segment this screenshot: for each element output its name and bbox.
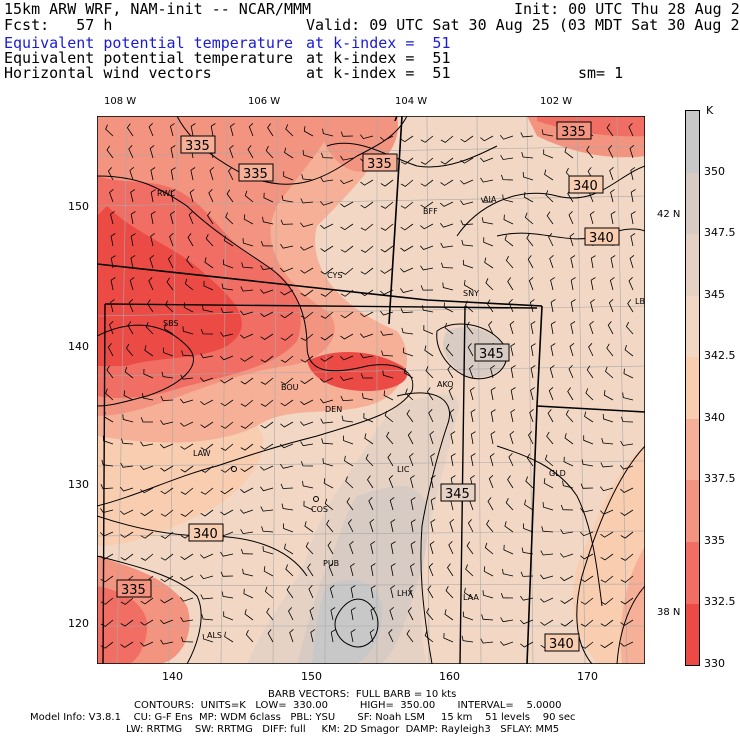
station-label: BOU (281, 383, 299, 392)
colorbar-segment (686, 603, 699, 666)
station-label: SNY (463, 289, 479, 298)
contour-label: 340 (584, 227, 620, 246)
contour-label: 335 (362, 153, 398, 172)
station-label: RWL (157, 189, 175, 198)
x-tick-140: 140 (162, 670, 183, 683)
colorbar-segment (686, 172, 699, 235)
colorbar-label: 342.5 (704, 349, 736, 363)
station-label: PUB (323, 559, 339, 568)
lat-label-40n: 40 N (657, 408, 681, 419)
y-tick-120: 120 (68, 617, 89, 630)
svg-text:340: 340 (193, 527, 218, 542)
lon-label-108w: 108 W (104, 96, 137, 107)
y-tick-130: 130 (68, 478, 89, 491)
station-label: LAW (193, 449, 211, 458)
contour-label: 345 (474, 343, 510, 362)
field-level-1: at k-index = 51 (306, 34, 451, 52)
station-label: CYS (327, 271, 342, 280)
colorbar-segment (686, 418, 699, 481)
station-label: LAA (463, 593, 479, 602)
colorbar-label: 340 (704, 410, 725, 424)
station-label: ALS (207, 631, 222, 640)
y-tick-140: 140 (68, 340, 89, 353)
lon-label-104w: 104 W (395, 96, 428, 107)
contour-label: 345 (440, 483, 476, 502)
svg-text:345: 345 (479, 347, 504, 362)
init-time: Init: 00 UTC Thu 28 Aug 25 (514, 0, 740, 18)
svg-text:335: 335 (561, 125, 586, 140)
map-panel: 335 335 335 335 340 340 345 345 340 335 … (96, 115, 650, 665)
station-label: SBS (163, 319, 179, 328)
colorbar-label: 347.5 (704, 226, 736, 240)
colorbar-segment (686, 357, 699, 419)
station-label: AKO (437, 380, 454, 389)
model-title: 15km ARW WRF, NAM-init -- NCAR/MMM (4, 0, 312, 18)
svg-text:340: 340 (573, 179, 598, 194)
station-label: DEN (325, 405, 342, 414)
colorbar-label: 335 (704, 533, 725, 547)
svg-text:335: 335 (367, 157, 392, 172)
lat-label-38n: 38 N (657, 607, 681, 618)
contour-label: 340 (188, 523, 224, 542)
colorbar-label: 345 (704, 287, 725, 301)
svg-text:335: 335 (185, 139, 210, 154)
contour-label: 335 (238, 163, 274, 182)
svg-text:335: 335 (243, 167, 268, 182)
station-labels: RWL BFF AIA CYS SNY LBF SBS BOU AKO DEN … (157, 189, 650, 640)
svg-text:345: 345 (445, 487, 470, 502)
barb-legend: BARB VECTORS: FULL BARB = 10 kts (268, 689, 457, 700)
colorbar-label: 332.5 (704, 595, 736, 609)
field-name-3: Horizontal wind vectors (4, 64, 212, 82)
x-tick-160: 160 (439, 670, 460, 683)
contour-label: 335 (180, 135, 216, 154)
field-name-2: Equivalent potential temperature (4, 49, 293, 67)
model-info: Model Info: V3.8.1 CU: G-F Ens MP: WDM 6… (30, 712, 576, 723)
valid-time: Valid: 09 UTC Sat 30 Aug 25 (03 MDT Sat … (306, 16, 740, 34)
smoothing-label: sm= 1 (578, 64, 624, 82)
model-physics: LW: RRTMG SW: RRTMG DIFF: full KM: 2D Sm… (126, 724, 560, 735)
contour-labels: 335 335 335 335 340 340 345 345 340 335 … (116, 121, 620, 652)
map-svg: 335 335 335 335 340 340 345 345 340 335 … (96, 115, 650, 665)
contour-label: 335 (116, 579, 152, 598)
station-label: AIA (483, 195, 497, 204)
contour-label: 335 (556, 121, 592, 140)
station-label: GLD (549, 469, 566, 478)
station-label: LIC (397, 465, 410, 474)
station-label: COS (311, 505, 328, 514)
lat-label-42n: 42 N (657, 209, 681, 220)
svg-text:335: 335 (121, 583, 146, 598)
colorbar-segment (686, 541, 699, 604)
station-label: LBF (635, 297, 645, 306)
contour-label: 340 (568, 175, 604, 194)
field-level-2: at k-index = 51 (306, 49, 451, 67)
colorbar-segment (686, 295, 699, 358)
lon-label-102w: 102 W (540, 96, 573, 107)
svg-text:340: 340 (549, 637, 574, 652)
wind-barbs (100, 123, 636, 649)
colorbar-label: 337.5 (704, 472, 736, 486)
x-tick-150: 150 (301, 670, 322, 683)
colorbar-segment (686, 480, 699, 542)
y-tick-150: 150 (68, 200, 89, 213)
x-tick-170: 170 (577, 670, 598, 683)
svg-text:340: 340 (589, 231, 614, 246)
colorbar-segment (686, 111, 699, 173)
colorbar-unit: K (706, 104, 714, 117)
colorbar-label: 350 (704, 164, 725, 178)
contour-info: CONTOURS: UNITS=K LOW= 330.00 HIGH= 350.… (134, 700, 562, 711)
lon-label-106w: 106 W (248, 96, 281, 107)
colorbar-segment (686, 234, 699, 296)
field-level-3: at k-index = 51 (306, 64, 451, 82)
colorbar-label: 330 (704, 657, 725, 670)
station-label: BFF (423, 207, 438, 216)
colorbar (685, 110, 700, 666)
contour-label: 340 (544, 633, 580, 652)
field-name-1: Equivalent potential temperature (4, 34, 293, 52)
forecast-hour: Fcst: 57 h (4, 16, 113, 34)
station-label: LHX (397, 589, 413, 598)
